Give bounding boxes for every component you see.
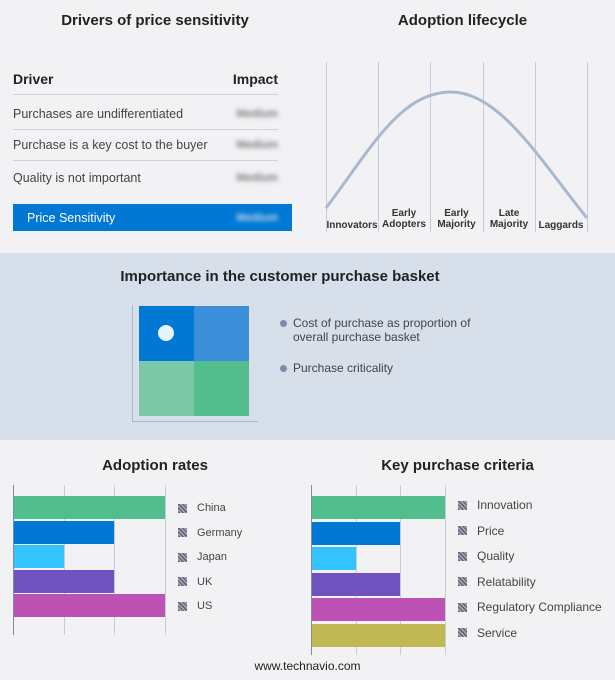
adoption-curve xyxy=(324,90,589,219)
bar-us xyxy=(14,594,165,617)
legend-label: Regulatory Compliance xyxy=(477,600,602,614)
legend-item: UK xyxy=(178,576,212,588)
grid-line xyxy=(165,485,166,635)
grid-line xyxy=(311,485,312,655)
legend-label: Innovation xyxy=(477,498,533,512)
legend-swatch-icon xyxy=(458,577,467,586)
basket-legend-criticality: Purchase criticality xyxy=(280,361,480,375)
grid-line xyxy=(63,485,65,635)
lifecycle-stage: Late Majority xyxy=(489,208,529,230)
legend-label: Japan xyxy=(197,551,227,563)
legend-label: Germany xyxy=(197,526,243,539)
legend-label: Relatability xyxy=(477,574,536,589)
legend-swatch-icon xyxy=(178,577,187,586)
bar-germany xyxy=(14,520,115,544)
summary-impact: Medium xyxy=(236,211,278,224)
bar-uk xyxy=(14,569,115,593)
bar-service xyxy=(312,623,445,647)
driver-label: Quality is not important xyxy=(13,170,141,185)
legend-label: Service xyxy=(477,625,518,640)
legend-label: Quality xyxy=(477,549,515,563)
driver-row: Purchase is a key cost to the buyer Mediu… xyxy=(13,130,278,161)
driver-col-header: Driver xyxy=(13,71,54,87)
legend-label: UK xyxy=(197,575,213,588)
bar-innovation xyxy=(312,496,445,519)
legend-label: Price xyxy=(477,523,505,538)
quadrant xyxy=(194,306,249,361)
driver-row: Purchases are undifferentiated Medium xyxy=(13,99,278,130)
impact-value: Medium xyxy=(236,108,278,120)
position-marker xyxy=(158,325,174,341)
legend-swatch-icon xyxy=(178,528,187,537)
bar-relatability xyxy=(312,572,401,596)
legend-item: Regulatory Compliance xyxy=(458,600,602,614)
driver-label: Purchase is a key cost to the buyer xyxy=(13,138,208,152)
legend-swatch-icon xyxy=(458,500,467,510)
legend-item: Japan xyxy=(178,551,227,563)
lifecycle-stage: Laggards xyxy=(538,220,584,231)
legend-item: Innovation xyxy=(458,498,532,512)
basket-section xyxy=(0,253,615,440)
legend-item: Germany xyxy=(178,527,242,539)
lifecycle-stage: Innovators xyxy=(326,220,378,231)
summary-label: Price Sensitivity xyxy=(27,210,116,225)
grid-line xyxy=(400,485,402,655)
bar-china xyxy=(14,496,165,519)
bar-price xyxy=(312,521,401,545)
quadrant xyxy=(194,361,249,416)
legend-swatch-icon xyxy=(458,526,467,535)
price-sensitivity-summary: Price Sensitivity Medium xyxy=(13,204,292,231)
impact-value: Medium xyxy=(236,171,278,184)
drivers-header: Driver Impact xyxy=(13,64,278,95)
legend-swatch-icon xyxy=(458,602,467,612)
driver-label: Purchases are undifferentiated xyxy=(13,107,184,121)
adoption-rates-title: Adoption rates xyxy=(102,457,208,474)
quadrant-high-cost-low-criticality xyxy=(139,306,194,361)
legend-swatch-icon xyxy=(458,628,467,637)
legend-swatch-icon xyxy=(458,551,467,561)
grid-line xyxy=(355,485,357,655)
bar-quality xyxy=(312,547,356,570)
bar-japan xyxy=(14,545,64,568)
legend-swatch-icon xyxy=(178,552,187,562)
footer-url: www.technavio.com xyxy=(254,659,361,673)
legend-item: Service xyxy=(458,626,517,640)
legend-label: US xyxy=(197,600,213,612)
lifecycle-stage: Early Majority xyxy=(437,208,476,230)
lifecycle-title: Adoption lifecycle xyxy=(397,12,528,29)
basket-legend-cost: Cost of purchase as proportion of overal… xyxy=(280,316,480,344)
basket-title: Importance in the customer purchase bask… xyxy=(120,268,440,285)
grid-line xyxy=(445,485,446,655)
legend-item: US xyxy=(178,600,212,612)
drivers-title: Drivers of price sensitivity xyxy=(61,12,249,29)
quadrant xyxy=(139,361,194,416)
bar-regulatory-compliance xyxy=(312,598,445,621)
legend-swatch-icon xyxy=(178,601,187,611)
grid-line xyxy=(114,485,116,635)
legend-label: China xyxy=(197,502,226,514)
kpc-title: Key purchase criteria xyxy=(381,457,534,474)
impact-col-header: Impact xyxy=(232,71,278,87)
lifecycle-stage: Early Adopters xyxy=(382,208,426,230)
legend-swatch-icon xyxy=(178,503,187,513)
legend-item: Price xyxy=(458,524,504,538)
driver-row: Quality is not important Medium xyxy=(13,162,278,193)
impact-value: Medium xyxy=(236,139,278,151)
legend-item: Relatability xyxy=(458,575,536,589)
legend-item: Quality xyxy=(458,549,514,563)
grid-line xyxy=(13,485,14,635)
legend-item: China xyxy=(178,502,226,514)
